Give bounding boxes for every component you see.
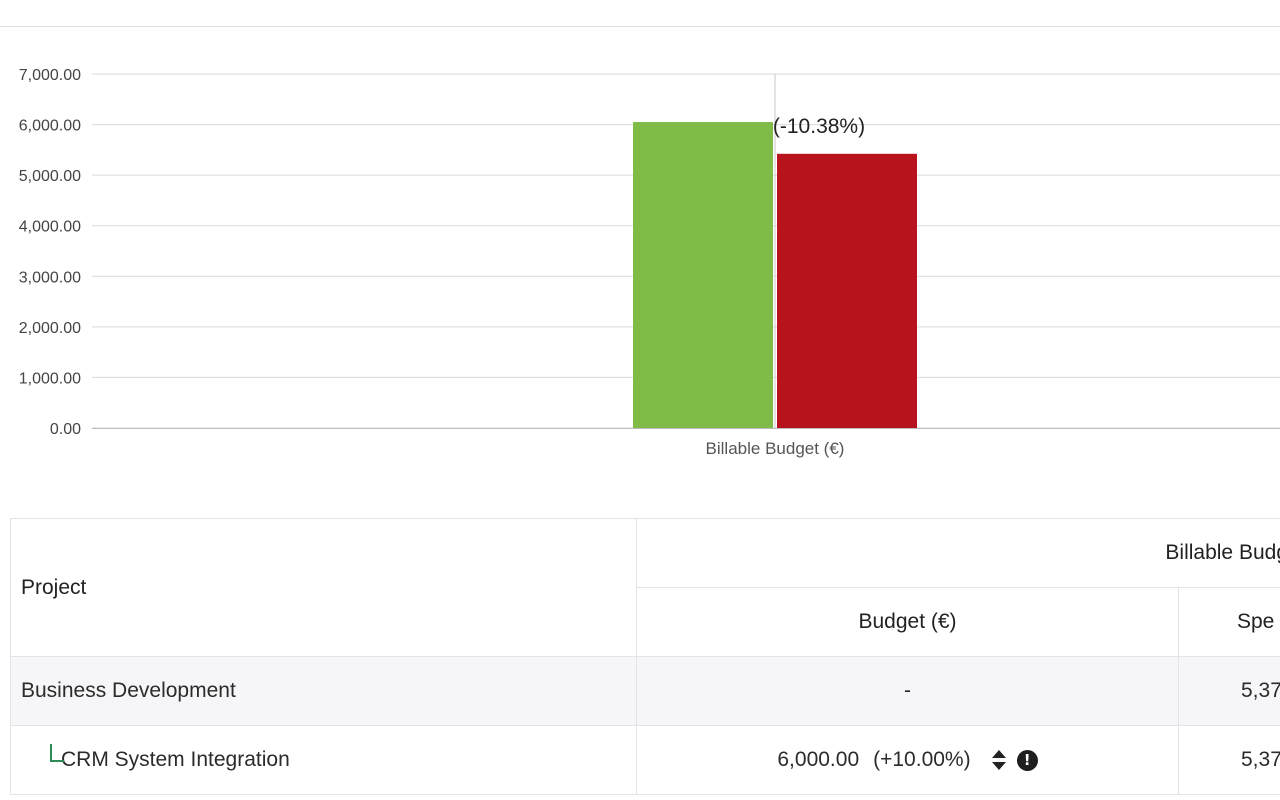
y-tick-label: 7,000.00 [19,67,81,84]
budget-change: (+10.00%) [873,748,971,771]
bar [777,153,917,429]
y-tick-label: 4,000.00 [19,219,81,236]
bar [633,122,773,429]
spent-value: 5,37 [1177,725,1280,795]
y-tick-label: 0.00 [50,421,81,438]
y-tick-label: 5,000.00 [19,168,81,185]
project-column-header[interactable]: Project [10,518,637,657]
x-tick-label: Billable Budget (€) [706,439,845,458]
billable-budget-group-header: Billable Budget (€ [635,518,1280,588]
project-name[interactable]: CRM System Integration [61,748,290,771]
y-tick-label: 3,000.00 [19,269,81,286]
project-name[interactable]: Business Development [10,656,637,726]
spent-value: 5,37 [1177,656,1280,726]
budget-column-header[interactable]: Budget (€) [636,587,1179,657]
y-tick-label: 1,000.00 [19,370,81,387]
project-name-cell: CRM System Integration [10,725,637,795]
table-row[interactable]: Business Development - 5,37 [10,656,1280,726]
y-tick-label: 6,000.00 [19,118,81,135]
top-divider [0,26,1280,27]
budget-cell: 6,000.00 (+10.00%)! [636,725,1179,795]
y-tick-label: 2,000.00 [19,320,81,337]
spent-column-header[interactable]: Spe [1177,587,1280,657]
data-label: (-10.38%) [773,115,865,138]
budget-value: - [636,656,1179,726]
tree-branch-icon [21,744,64,770]
exclamation-circle-icon[interactable]: ! [1016,749,1038,771]
sort-icon[interactable] [991,749,1007,771]
table-row[interactable]: CRM System Integration 6,000.00 (+10.00%)… [10,725,1280,795]
budget-value: 6,000.00 [777,748,860,771]
project-budget-table: Project Billable Budget (€ Budget (€) Sp… [10,518,1280,795]
budget-bar-chart: 0.00 1,000.00 2,000.00 3,000.00 4,000.00 5,00… [19,67,1280,458]
